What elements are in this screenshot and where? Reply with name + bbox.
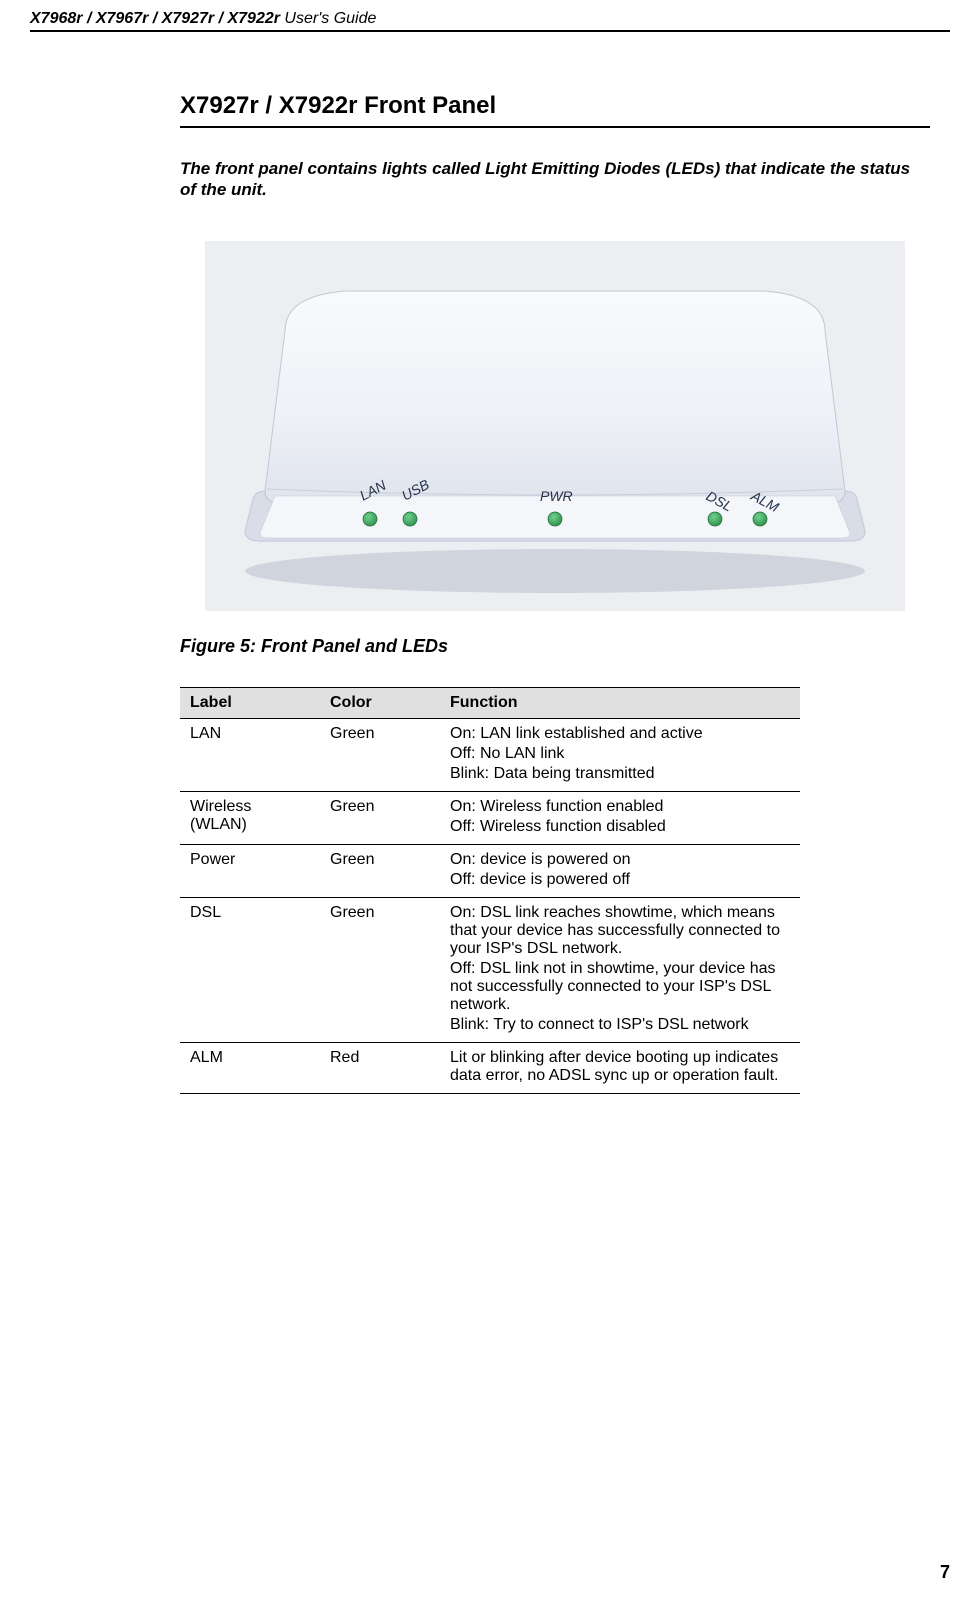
led-table: Label Color Function LANGreenOn: LAN lin…: [180, 687, 800, 1094]
table-row: ALMRed Lit or blinking after device booti…: [180, 1042, 800, 1093]
cell-label: ALM: [180, 1042, 320, 1093]
function-line: On: LAN link established and active: [450, 725, 790, 743]
cell-function: Lit or blinking after device booting up …: [440, 1042, 800, 1093]
figure-caption: Figure 5: Front Panel and LEDs: [180, 636, 930, 657]
cell-color: Green: [320, 791, 440, 844]
cell-color: Red: [320, 1042, 440, 1093]
cell-label: Power: [180, 844, 320, 897]
device-illustration: LAN USB PWR DSL ALM: [205, 241, 905, 611]
table-row: DSLGreenOn: DSL link reaches showtime, w…: [180, 897, 800, 1042]
cell-function: On: device is powered on Off: device is p…: [440, 844, 800, 897]
function-line: Off: Wireless function disabled: [450, 818, 790, 836]
device-image: LAN USB PWR DSL ALM: [205, 241, 905, 611]
page-number: 7: [940, 1562, 950, 1583]
function-line: Lit or blinking after device booting up …: [450, 1049, 790, 1085]
function-line: On: device is powered on: [450, 851, 790, 869]
function-line: Blink: Data being transmitted: [450, 765, 790, 783]
function-line: Blink: Try to connect to ISP's DSL netwo…: [450, 1016, 790, 1034]
th-label: Label: [180, 687, 320, 718]
function-line: On: Wireless function enabled: [450, 798, 790, 816]
function-line: On: DSL link reaches showtime, which mea…: [450, 904, 790, 958]
function-line: Off: DSL link not in showtime, your devi…: [450, 960, 790, 1014]
cell-color: Green: [320, 897, 440, 1042]
intro-text: The front panel contains lights called L…: [180, 158, 930, 201]
table-row: LANGreenOn: LAN link established and act…: [180, 718, 800, 791]
header-models: X7968r / X7967r / X7927r / X7922r: [30, 10, 280, 27]
cell-function: On: DSL link reaches showtime, which mea…: [440, 897, 800, 1042]
cell-color: Green: [320, 718, 440, 791]
function-line: Off: No LAN link: [450, 745, 790, 763]
function-line: Off: device is powered off: [450, 871, 790, 889]
section-title: X7927r / X7922r Front Panel: [180, 92, 930, 128]
header-title: X7968r / X7967r / X7927r / X7922r User's…: [30, 10, 950, 32]
cell-function: On: LAN link established and active Off: …: [440, 718, 800, 791]
header-suffix: User's Guide: [280, 10, 376, 27]
cell-function: On: Wireless function enabled Off: Wirele…: [440, 791, 800, 844]
cell-label: DSL: [180, 897, 320, 1042]
th-function: Function: [440, 687, 800, 718]
table-row: PowerGreen On: device is powered on Off: d…: [180, 844, 800, 897]
cell-label: Wireless (WLAN): [180, 791, 320, 844]
cell-label: LAN: [180, 718, 320, 791]
table-row: Wireless (WLAN)GreenOn: Wireless functio…: [180, 791, 800, 844]
cell-color: Green: [320, 844, 440, 897]
th-color: Color: [320, 687, 440, 718]
device-label-pwr: PWR: [540, 488, 573, 504]
